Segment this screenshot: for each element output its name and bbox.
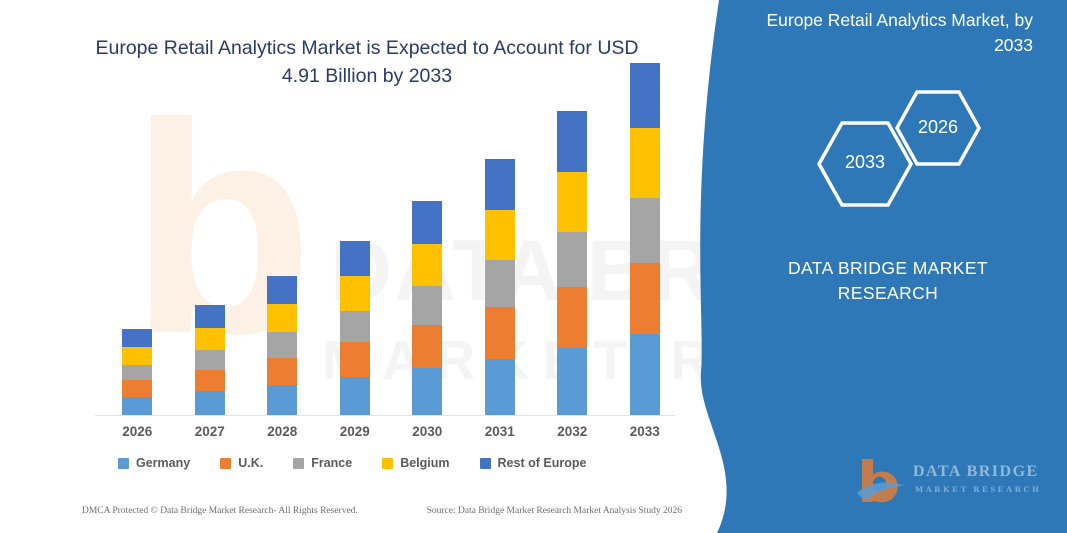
footer-copyright: DMCA Protected © Data Bridge Market Rese… [82, 506, 358, 516]
bar-segment [484, 159, 515, 210]
legend-swatch-icon [293, 457, 305, 469]
bar-segment [629, 63, 660, 129]
chart-legend: Germany U.K. France Belgium Rest of Europe [118, 456, 586, 470]
bar-segment [412, 243, 443, 287]
bar-2029 [339, 241, 370, 415]
bar-segment [557, 171, 588, 233]
chart-title: Europe Retail Analytics Market is Expect… [95, 37, 639, 88]
company-logo: DATA BRIDGE MARKET RESEARCH [855, 455, 1055, 511]
logo-text-main: DATA BRIDGE [913, 463, 1039, 480]
bar-segment [267, 384, 298, 415]
bar-segment [484, 209, 515, 261]
panel-title: Europe Retail Analytics Market, by 2033 [766, 10, 1033, 55]
x-tick-2033: 2033 [629, 424, 660, 439]
bar-segment [557, 232, 588, 288]
legend-swatch-icon [479, 457, 491, 469]
bar-2026 [122, 328, 153, 415]
bar-segment [412, 200, 443, 244]
bar-segment [122, 364, 153, 381]
x-tick-2027: 2027 [194, 424, 225, 439]
legend-label: Rest of Europe [497, 456, 587, 470]
bar-segment [194, 391, 225, 415]
x-axis-labels: 2026 2027 2028 2029 2030 2031 2032 2033 [95, 424, 675, 444]
x-tick-2031: 2031 [484, 424, 515, 439]
legend-label: U.K. [238, 456, 264, 470]
bar-segment [267, 357, 298, 385]
hexagon-outline-icon [894, 90, 982, 166]
logo-text-sub: MARKET RESEARCH [915, 484, 1042, 494]
bridge-b-logo-icon [857, 459, 905, 503]
bar-2028 [267, 276, 298, 415]
hexagon-badge-2033: 2033 [815, 119, 915, 209]
legend-item[interactable]: U.K. [220, 456, 263, 470]
hexagon-badges: 2026 2033 [815, 88, 1005, 208]
bar-segment [194, 305, 225, 328]
bar-segment [194, 350, 225, 371]
x-tick-2026: 2026 [122, 424, 153, 439]
footer: DMCA Protected © Data Bridge Market Rese… [82, 506, 682, 516]
bar-segment [484, 358, 515, 415]
legend-label: Germany [136, 456, 191, 470]
bar-segment [629, 262, 660, 335]
bar-2032 [557, 111, 588, 415]
hexagon-outline-icon [816, 121, 914, 207]
bar-segment [557, 347, 588, 415]
axis-baseline [95, 415, 675, 416]
hexagon-label-2026: 2026 [917, 117, 959, 137]
bar-segment [122, 380, 153, 398]
bar-2027 [194, 305, 225, 415]
bar-segment [557, 287, 588, 348]
legend-label: France [311, 456, 353, 470]
bar-segment [267, 304, 298, 333]
legend-swatch-icon [382, 457, 394, 469]
bar-segment [122, 328, 153, 347]
bar-segment [267, 332, 298, 358]
bar-segment [194, 370, 225, 392]
x-tick-2030: 2030 [412, 424, 443, 439]
bar-segment [557, 111, 588, 172]
legend-swatch-icon [220, 457, 232, 469]
bar-segment [412, 367, 443, 415]
bar-segment [629, 334, 660, 415]
bar-2031 [484, 159, 515, 415]
chart-plot-area [95, 63, 675, 416]
x-tick-2028: 2028 [267, 424, 298, 439]
bar-segment [629, 197, 660, 263]
hexagon-badge-2026: 2026 [893, 88, 983, 168]
hexagon-label-2033: 2033 [844, 152, 886, 172]
bar-segment [484, 307, 515, 359]
bar-2030 [412, 200, 443, 415]
bar-segment [339, 310, 370, 343]
bar-2033 [629, 63, 660, 415]
brand-name: DATA BRIDGE MARKET RESEARCH [787, 258, 989, 304]
bar-segment [629, 128, 660, 198]
legend-item[interactable]: Rest of Europe [479, 456, 587, 470]
legend-swatch-icon [118, 457, 129, 469]
legend-item[interactable]: Germany [118, 456, 190, 470]
bar-segment [339, 276, 370, 311]
bar-segment [122, 397, 153, 415]
bar-segment [412, 325, 443, 368]
x-tick-2032: 2032 [557, 424, 588, 439]
bar-segment [339, 241, 370, 276]
bar-segment [412, 286, 443, 326]
legend-label: Belgium [400, 456, 450, 470]
footer-source: Source: Data Bridge Market Research Mark… [426, 506, 682, 516]
legend-item[interactable]: France [293, 456, 352, 470]
bar-segment [484, 260, 515, 308]
x-tick-2029: 2029 [339, 424, 370, 439]
brand-panel: Europe Retail Analytics Market, by 2033 … [687, 0, 1067, 533]
bar-segment [122, 346, 153, 365]
legend-item[interactable]: Belgium [382, 456, 450, 470]
bar-segment [339, 376, 370, 415]
bar-segment [267, 276, 298, 305]
bar-segment [194, 327, 225, 350]
bar-segment [339, 342, 370, 377]
